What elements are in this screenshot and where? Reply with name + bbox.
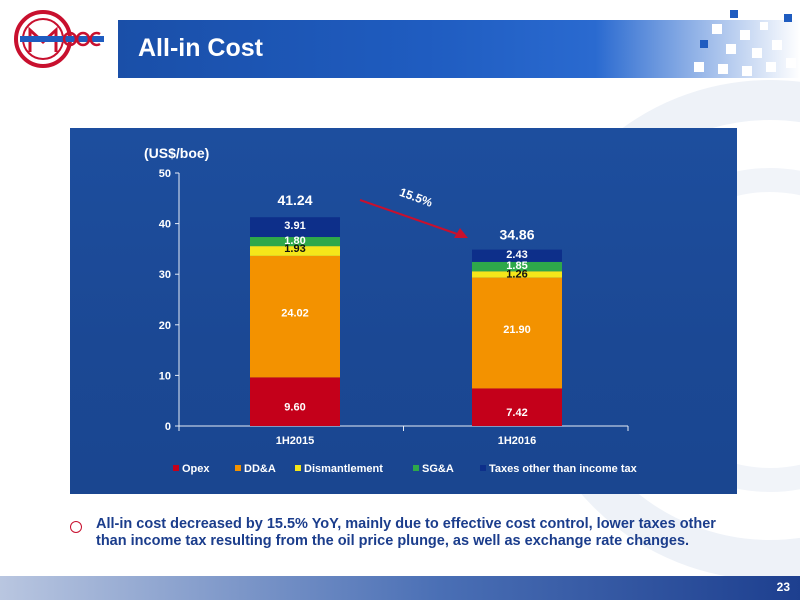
y-tick-label: 40 xyxy=(159,219,171,231)
y-tick-label: 30 xyxy=(159,269,171,281)
legend-swatch xyxy=(413,465,419,471)
chart-panel xyxy=(70,128,737,494)
change-annotation: 15.5% xyxy=(398,185,435,210)
bar-segment xyxy=(472,277,562,389)
page-title: All-in Cost xyxy=(138,34,263,62)
x-tick-label: 1H2016 xyxy=(498,435,537,447)
bar-total-label: 41.24 xyxy=(277,192,312,208)
bar-segment xyxy=(250,377,340,426)
y-tick-label: 50 xyxy=(159,168,171,180)
bar-value-label: 3.91 xyxy=(284,220,305,232)
bar-value-label: 9.60 xyxy=(284,402,305,414)
bar-segment xyxy=(472,249,562,262)
page-number: 23 xyxy=(776,580,790,594)
legend-label: Opex xyxy=(182,463,210,475)
bar-value-label: 1.80 xyxy=(284,235,305,247)
bar-total-label: 34.86 xyxy=(499,227,534,243)
bar-value-label: 7.42 xyxy=(506,407,527,419)
legend-label: DD&A xyxy=(244,463,276,475)
legend-label: Dismantlement xyxy=(304,463,383,475)
company-logo xyxy=(14,10,104,68)
legend-swatch xyxy=(173,465,179,471)
bar-segment xyxy=(250,255,340,378)
chart-unit-label: (US$/boe) xyxy=(144,145,209,161)
legend-swatch xyxy=(480,465,486,471)
legend-label: SG&A xyxy=(422,463,454,475)
bar-segment xyxy=(472,261,562,272)
bar-value-label: 1.85 xyxy=(506,260,527,272)
bar-value-label: 21.90 xyxy=(503,324,531,336)
bar-value-label: 1.93 xyxy=(284,243,305,255)
change-arrow xyxy=(359,199,461,236)
bar-value-label: 1.26 xyxy=(506,268,527,280)
bar-segment xyxy=(472,388,562,426)
change-arrow-head xyxy=(454,228,468,238)
y-tick-label: 10 xyxy=(159,370,171,382)
bullet-marker xyxy=(70,521,82,533)
bar-segment xyxy=(472,271,562,278)
bar-value-label: 2.43 xyxy=(506,249,527,261)
header-pixel-pattern xyxy=(694,10,796,76)
legend-swatch xyxy=(295,465,301,471)
stacked-bar-chart: (US$/boe) 0 10 20 30 40 50 9.60 24.02 1.931.80 3… xyxy=(144,145,638,475)
bar-value-label: 24.02 xyxy=(281,308,309,320)
legend-swatch xyxy=(235,465,241,471)
header-bar xyxy=(118,20,800,78)
bar-segment xyxy=(250,237,340,247)
y-tick-label: 0 xyxy=(165,421,171,433)
legend-label: Taxes other than income tax xyxy=(489,463,638,475)
bullet-text: All-in cost decreased by 15.5% YoY, main… xyxy=(96,516,716,549)
y-tick-label: 20 xyxy=(159,320,171,332)
footer-bar xyxy=(0,576,800,600)
bar-segment xyxy=(250,246,340,256)
x-tick-label: 1H2015 xyxy=(276,435,315,447)
bar-segment xyxy=(250,217,340,238)
